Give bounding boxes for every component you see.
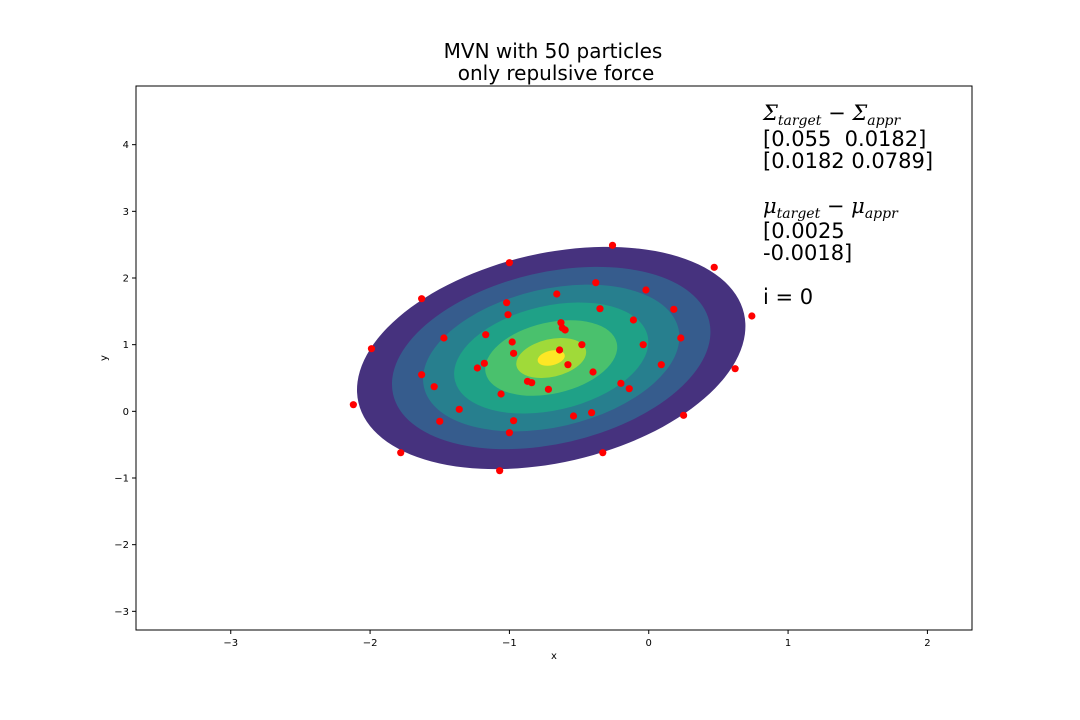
particle-point [710, 263, 718, 271]
particle-point [625, 385, 633, 393]
sigma-symbol-a: Σ [762, 101, 778, 125]
particle-point [418, 371, 426, 379]
y-tick-label: 0 [123, 407, 129, 418]
particle-point [608, 241, 617, 249]
y-axis-label: y [99, 355, 110, 361]
chart-title-line-1: MVN with 50 particles [444, 39, 663, 63]
mu-minus: − [820, 194, 851, 218]
x-tick-label: 0 [646, 638, 652, 649]
particle-point [436, 417, 444, 425]
particle-point [418, 295, 426, 303]
particle-point [592, 279, 600, 287]
mu-difference-label: μtarget − μappr [763, 194, 899, 222]
y-tick-label: −1 [114, 474, 129, 485]
particle-point [505, 259, 514, 267]
iteration-label: i = 0 [763, 285, 813, 309]
particle-point [482, 331, 490, 339]
x-tick-label: 1 [785, 638, 791, 649]
y-tick-label: −2 [114, 540, 129, 551]
particle-point [455, 405, 463, 413]
particle-point [509, 417, 518, 425]
particle-point [629, 316, 638, 324]
particle-point [473, 364, 481, 372]
particle-point [349, 401, 357, 409]
particle-point [679, 411, 688, 419]
sigma-row-2: [0.0182 0.0789] [763, 149, 933, 173]
x-axis-label: x [551, 651, 557, 662]
x-tick-label: −3 [223, 638, 238, 649]
sigma-subscript-b: appr [867, 113, 901, 129]
particle-point [504, 311, 512, 319]
sigma-subscript-a: target [778, 113, 822, 129]
particle-point [748, 312, 756, 320]
particle-point [569, 412, 578, 420]
particle-point [677, 334, 685, 342]
plot-frame [135, 85, 973, 631]
sigma-difference-label: Σtarget − Σappr [762, 101, 901, 129]
particle-point [544, 385, 553, 393]
x-tick-label: 2 [924, 638, 930, 649]
particle-point [642, 286, 650, 294]
particle-point [596, 305, 604, 313]
mu-row-2: -0.0018] [763, 241, 852, 265]
particle-point [639, 341, 647, 349]
particles [349, 241, 756, 475]
mu-subscript-a: target [777, 206, 821, 222]
particle-point [657, 361, 665, 369]
particle-point [397, 449, 405, 457]
particle-point [496, 467, 504, 475]
contour-level-6 [537, 350, 565, 366]
x-tick-label: −2 [363, 638, 378, 649]
particle-point [480, 359, 488, 367]
particle-point [528, 379, 536, 387]
particle-point [599, 449, 607, 457]
particle-point [578, 341, 586, 349]
y-axis-ticks: −3 −2 −1 0 1 2 3 4 [114, 140, 136, 618]
particle-point [497, 390, 505, 398]
annotation-block: Σtarget − Σappr [0.055 0.0182] [0.0182 0… [762, 101, 933, 309]
mu-subscript-b: appr [865, 206, 899, 222]
particle-point [509, 349, 518, 357]
mu-symbol-b: μ [851, 194, 865, 218]
y-tick-label: 2 [123, 274, 129, 285]
y-tick-label: 3 [123, 207, 129, 218]
sigma-row-1: [0.055 0.0182] [763, 127, 926, 151]
particle-point [731, 365, 739, 373]
chart-title-line-2: only repulsive force [458, 61, 655, 85]
particle-point [558, 324, 566, 332]
particle-point [503, 299, 511, 307]
particle-point [553, 290, 561, 298]
particle-point [505, 429, 514, 437]
x-tick-label: −1 [502, 638, 517, 649]
sigma-minus: − [821, 101, 852, 125]
x-axis-ticks: −3 −2 −1 0 1 2 [223, 630, 931, 649]
particle-point [617, 379, 625, 387]
mu-symbol-a: μ [763, 194, 777, 218]
particle-point [588, 409, 596, 417]
particle-point [367, 345, 376, 353]
particle-point [589, 368, 597, 376]
y-tick-label: 4 [123, 140, 129, 151]
particle-point [670, 305, 678, 313]
particle-point [508, 338, 516, 346]
y-tick-label: 1 [123, 340, 129, 351]
density-contours [357, 246, 746, 470]
particle-point [555, 346, 564, 354]
y-tick-label: −3 [114, 607, 129, 618]
mu-row-1: [0.0025 [763, 219, 845, 243]
particle-point [430, 383, 438, 391]
particle-point [440, 334, 448, 342]
particle-point [564, 361, 572, 369]
sigma-symbol-b: Σ [851, 101, 867, 125]
